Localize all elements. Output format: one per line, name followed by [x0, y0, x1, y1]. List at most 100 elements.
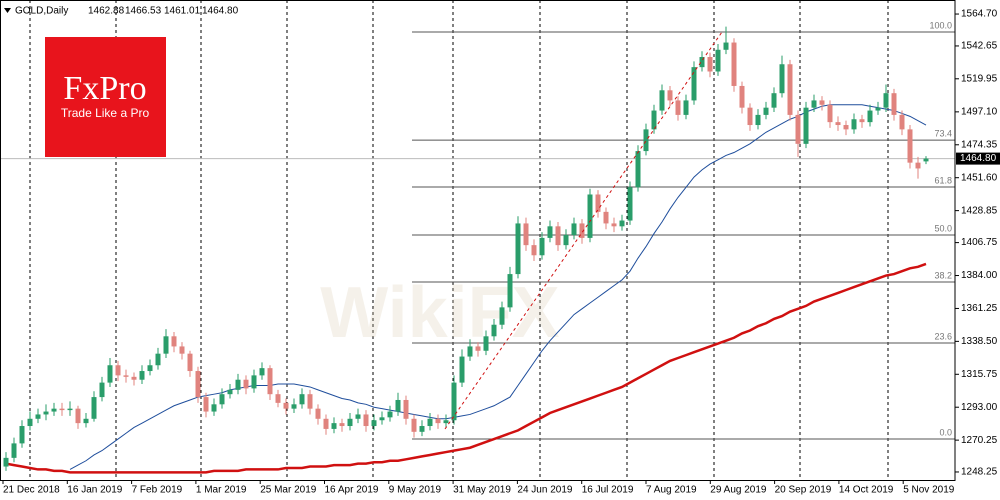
candle-body: [155, 353, 161, 366]
candle-body: [91, 397, 97, 419]
candle-body: [235, 379, 241, 390]
candle-body: [107, 365, 113, 383]
candle-body: [75, 408, 81, 424]
candle-body: [83, 418, 89, 424]
candle-body: [875, 107, 881, 111]
x-tick-label: 16 Jan 2019: [67, 485, 122, 496]
candle-body: [595, 194, 601, 212]
candle-body: [515, 223, 521, 275]
candle-body: [267, 368, 273, 395]
x-tick-label: 25 Mar 2019: [260, 485, 317, 496]
candle-body: [179, 346, 185, 354]
current-price-label: 1464.80: [960, 153, 997, 164]
candle-body: [571, 223, 577, 236]
candle-body: [331, 423, 337, 429]
candle-body: [3, 457, 9, 467]
candle-body: [619, 220, 625, 227]
y-tick-label: 1248.25: [961, 467, 998, 478]
fib-label: 73.4: [934, 128, 952, 138]
candle-body: [691, 67, 697, 101]
x-tick-label: 16 Jul 2019: [582, 485, 634, 496]
x-tick-label: 31 May 2019: [453, 485, 511, 496]
close: 1464.80: [202, 6, 239, 17]
low: 1461.01: [164, 6, 201, 17]
candle-body: [347, 418, 353, 427]
plot-area: 100.0 73.4 61.8 50.0 38.2 23.6 0.0: [0, 20, 955, 474]
candle-body: [603, 211, 609, 224]
candle-body: [339, 423, 345, 427]
candle-body: [915, 162, 921, 169]
candle-body: [427, 418, 433, 427]
candle-body: [627, 187, 633, 221]
candle-body: [283, 402, 289, 409]
candle-body: [51, 408, 57, 412]
fib-trendline: [444, 31, 723, 430]
y-tick-label: 1361.25: [961, 303, 998, 314]
header: GOLD,Daily 1462.88 1466.53 1461.01 1464.…: [4, 6, 239, 17]
candle-body: [843, 125, 849, 130]
fib-label: 38.2: [934, 270, 952, 280]
candle-body: [59, 408, 65, 411]
y-tick-label: 1497.10: [961, 107, 998, 118]
candle-body: [891, 93, 897, 115]
candle-body: [795, 114, 801, 144]
x-tick-label: 20 Sep 2019: [775, 485, 832, 496]
candle-body: [763, 107, 769, 115]
candle-body: [587, 194, 593, 238]
candle-body: [123, 375, 129, 377]
candle-body: [395, 399, 401, 412]
candle-body: [243, 379, 249, 389]
candle-body: [699, 57, 705, 68]
high: 1466.53: [125, 6, 162, 17]
candle-body: [779, 64, 785, 94]
candle-body: [227, 389, 233, 395]
logo: FxPro Trade Like a Pro: [45, 37, 166, 157]
candle-body: [467, 346, 473, 357]
x-tick-label: 21 Dec 2018: [3, 485, 60, 496]
candle-body: [203, 397, 209, 412]
x-tick-label: 16 Apr 2019: [325, 485, 379, 496]
candle-body: [507, 274, 513, 308]
candle-body: [811, 100, 817, 108]
candle-body: [523, 223, 529, 246]
candle-body: [211, 404, 217, 412]
candle-body: [907, 129, 913, 163]
candle-body: [379, 417, 385, 421]
candle-body: [459, 356, 465, 383]
candle-body: [531, 245, 537, 256]
candle-body: [483, 336, 489, 351]
candle-body: [219, 394, 225, 405]
candle-body: [827, 104, 833, 123]
x-tick-label: 1 Mar 2019: [196, 485, 247, 496]
y-tick-label: 1338.50: [961, 336, 998, 347]
period-separators: [29, 0, 889, 480]
fib-label: 100.0: [929, 20, 952, 30]
candle-body: [819, 100, 825, 105]
y-tick-label: 1519.95: [961, 73, 998, 84]
candle-body: [43, 411, 49, 415]
symbol: GOLD,Daily: [15, 6, 68, 17]
y-tick-label: 1474.35: [961, 139, 998, 150]
x-tick-label: 29 Aug 2019: [710, 485, 767, 496]
candle-body: [803, 107, 809, 144]
candle-body: [67, 408, 73, 411]
candle-body: [19, 426, 25, 444]
candle-body: [491, 324, 497, 337]
x-tick-label: 5 Nov 2019: [903, 485, 955, 496]
x-tick-label: 7 Feb 2019: [132, 485, 183, 496]
candle-body: [883, 93, 889, 108]
candle-body: [835, 122, 841, 126]
candle-body: [715, 49, 721, 72]
candle-body: [139, 371, 145, 380]
candle-body: [307, 394, 313, 409]
x-tick-label: 7 Aug 2019: [646, 485, 697, 496]
candle-body: [867, 110, 873, 123]
candle-body: [315, 408, 321, 419]
candle-body: [739, 85, 745, 108]
candle-body: [387, 411, 393, 418]
candle-body: [27, 418, 33, 427]
candle-body: [171, 336, 177, 347]
candle-body: [851, 119, 857, 130]
y-tick-label: 1542.65: [961, 41, 998, 52]
